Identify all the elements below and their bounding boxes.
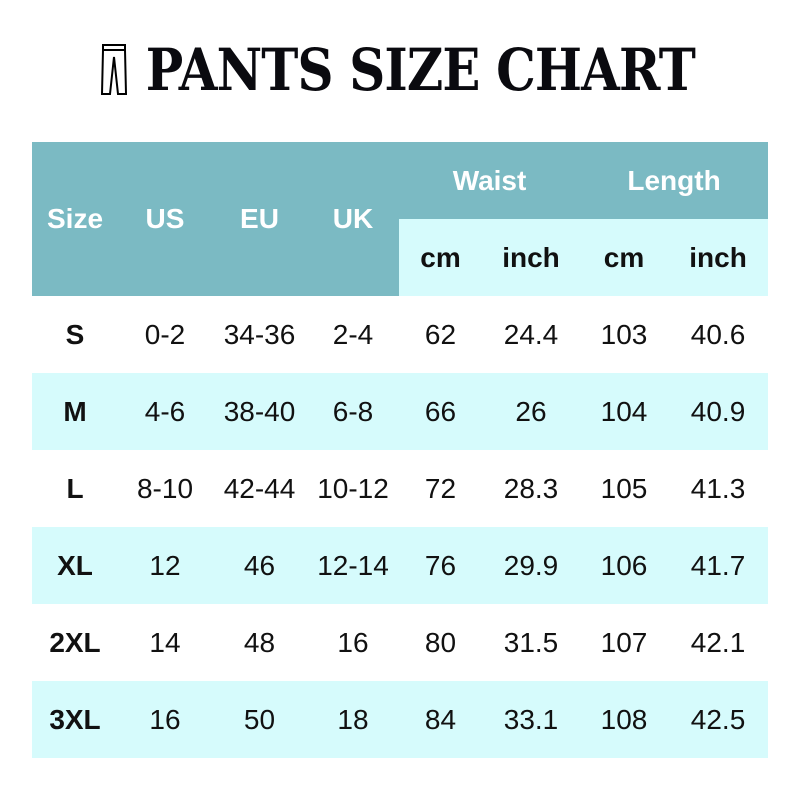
cell-length-cm: 107 bbox=[600, 626, 648, 658]
cell-us: 16 bbox=[118, 681, 212, 758]
header-length-inch: inch bbox=[668, 219, 769, 296]
header-size: Size bbox=[32, 142, 118, 296]
cell-length-cm: 104 bbox=[580, 373, 669, 450]
cell-uk: 16 bbox=[337, 626, 369, 658]
cell-length-cm: 105 bbox=[600, 472, 648, 504]
cell-waist-cm: 72 bbox=[424, 472, 457, 504]
cell-uk: 10-12 bbox=[317, 472, 389, 504]
cell-us: 4-6 bbox=[118, 373, 212, 450]
cell-us: 8-10 bbox=[136, 472, 194, 504]
cell-waist-cm: 62 bbox=[424, 318, 457, 350]
table-row: M 4-6 38-40 6-8 66 26 104 40.9 bbox=[32, 373, 769, 450]
cell-length-inch: 41.3 bbox=[690, 472, 746, 504]
cell-length-inch: 42.1 bbox=[690, 626, 746, 658]
cell-uk: 18 bbox=[307, 681, 399, 758]
cell-waist-inch: 24.4 bbox=[503, 318, 559, 350]
pants-icon bbox=[100, 44, 127, 95]
header-uk: UK bbox=[307, 142, 399, 296]
cell-eu: 46 bbox=[212, 527, 307, 604]
table-row: L 8-10 42-44 10-12 72 28.3 105 41.3 bbox=[32, 450, 768, 527]
cell-eu: 34-36 bbox=[223, 318, 296, 350]
cell-waist-cm: 76 bbox=[399, 527, 482, 604]
cell-length-inch: 40.6 bbox=[690, 318, 746, 350]
table-row: S 0-2 34-36 2-4 62 24.4 103 40.6 bbox=[32, 296, 768, 373]
cell-length-inch: 41.7 bbox=[668, 527, 769, 604]
cell-uk: 2-4 bbox=[332, 318, 374, 350]
header-eu: EU bbox=[212, 142, 307, 296]
cell-eu: 50 bbox=[212, 681, 307, 758]
cell-size: 3XL bbox=[32, 681, 118, 758]
header-waist-cm: cm bbox=[399, 219, 482, 296]
page-title: PANTS SIZE CHART bbox=[0, 36, 800, 104]
table-row: XL 12 46 12-14 76 29.9 106 41.7 bbox=[32, 527, 769, 604]
header-waist: Waist bbox=[399, 142, 581, 219]
header-length-cm: cm bbox=[580, 219, 669, 296]
cell-waist-inch: 31.5 bbox=[503, 626, 559, 658]
header-length: Length bbox=[580, 142, 769, 219]
cell-uk: 12-14 bbox=[307, 527, 399, 604]
table-row: 3XL 16 50 18 84 33.1 108 42.5 bbox=[32, 681, 769, 758]
title-text: PANTS SIZE CHART bbox=[145, 36, 695, 104]
cell-length-cm: 106 bbox=[580, 527, 669, 604]
cell-waist-inch: 29.9 bbox=[482, 527, 581, 604]
cell-waist-inch: 26 bbox=[482, 373, 581, 450]
cell-eu: 48 bbox=[243, 626, 276, 658]
cell-waist-inch: 33.1 bbox=[482, 681, 581, 758]
cell-waist-cm: 66 bbox=[399, 373, 482, 450]
cell-uk: 6-8 bbox=[307, 373, 399, 450]
cell-length-inch: 42.5 bbox=[668, 681, 769, 758]
table-row: 2XL 14 48 16 80 31.5 107 42.1 bbox=[32, 604, 768, 681]
header-waist-inch: inch bbox=[482, 219, 581, 296]
header-us: US bbox=[118, 142, 212, 296]
cell-size: XL bbox=[32, 527, 118, 604]
cell-length-inch: 40.9 bbox=[668, 373, 769, 450]
cell-size: M bbox=[32, 373, 118, 450]
cell-eu: 38-40 bbox=[212, 373, 307, 450]
cell-size: 2XL bbox=[49, 626, 101, 658]
cell-us: 12 bbox=[118, 527, 212, 604]
cell-length-cm: 103 bbox=[600, 318, 648, 350]
cell-size: S bbox=[65, 318, 85, 350]
cell-waist-cm: 80 bbox=[424, 626, 457, 658]
cell-eu: 42-44 bbox=[223, 472, 296, 504]
size-table: Size US EU UK Waist Length cm inch cm in… bbox=[32, 142, 769, 758]
cell-size: L bbox=[66, 472, 84, 504]
cell-us: 14 bbox=[149, 626, 181, 658]
cell-waist-inch: 28.3 bbox=[503, 472, 559, 504]
cell-us: 0-2 bbox=[144, 318, 186, 350]
cell-length-cm: 108 bbox=[580, 681, 669, 758]
cell-waist-cm: 84 bbox=[399, 681, 482, 758]
